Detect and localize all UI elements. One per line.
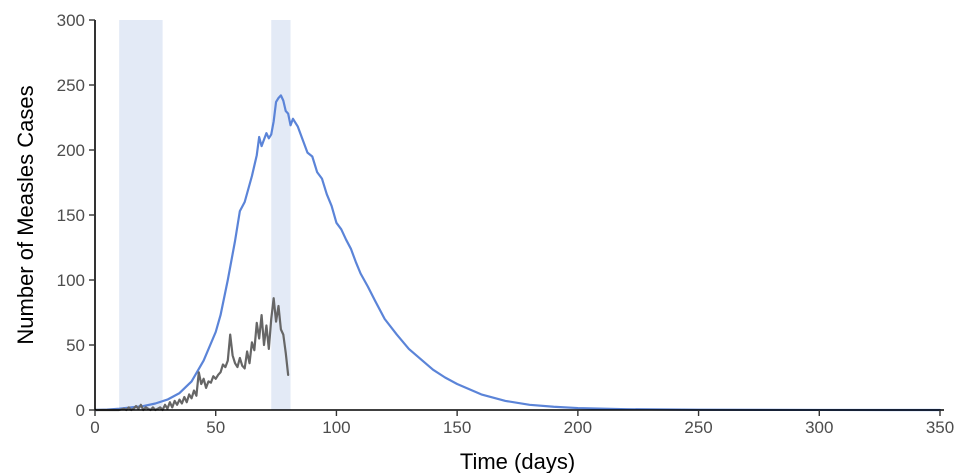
shaded-interval-1 [119,20,163,410]
y-tick-label: 100 [57,271,85,290]
x-axis-title: Time (days) [460,449,575,473]
series-line-2 [93,297,290,412]
shaded-intervals [119,20,291,410]
y-tick-label: 50 [66,336,85,355]
shaded-interval-2 [271,20,291,410]
x-tick-label: 150 [443,418,471,437]
x-tick-label: 0 [90,418,99,437]
series-line-1 [93,94,942,412]
x-tick-label: 100 [322,418,350,437]
x-tick-label: 300 [805,418,833,437]
x-tick-label: 50 [206,418,225,437]
y-tick-label: 0 [76,401,85,420]
y-axis-title: Number of Measles Cases [13,85,38,344]
y-tick-label: 300 [57,11,85,30]
y-tick-label: 250 [57,76,85,95]
x-tick-label: 200 [564,418,592,437]
y-axis-ticks: 0 50 100 150 200 250 300 [57,11,95,420]
y-tick-label: 150 [57,206,85,225]
x-tick-label: 250 [684,418,712,437]
y-tick-label: 200 [57,141,85,160]
series-lines [93,94,942,412]
x-tick-label: 350 [926,418,954,437]
x-axis-ticks: 0 50 100 150 200 250 300 350 [90,410,954,437]
